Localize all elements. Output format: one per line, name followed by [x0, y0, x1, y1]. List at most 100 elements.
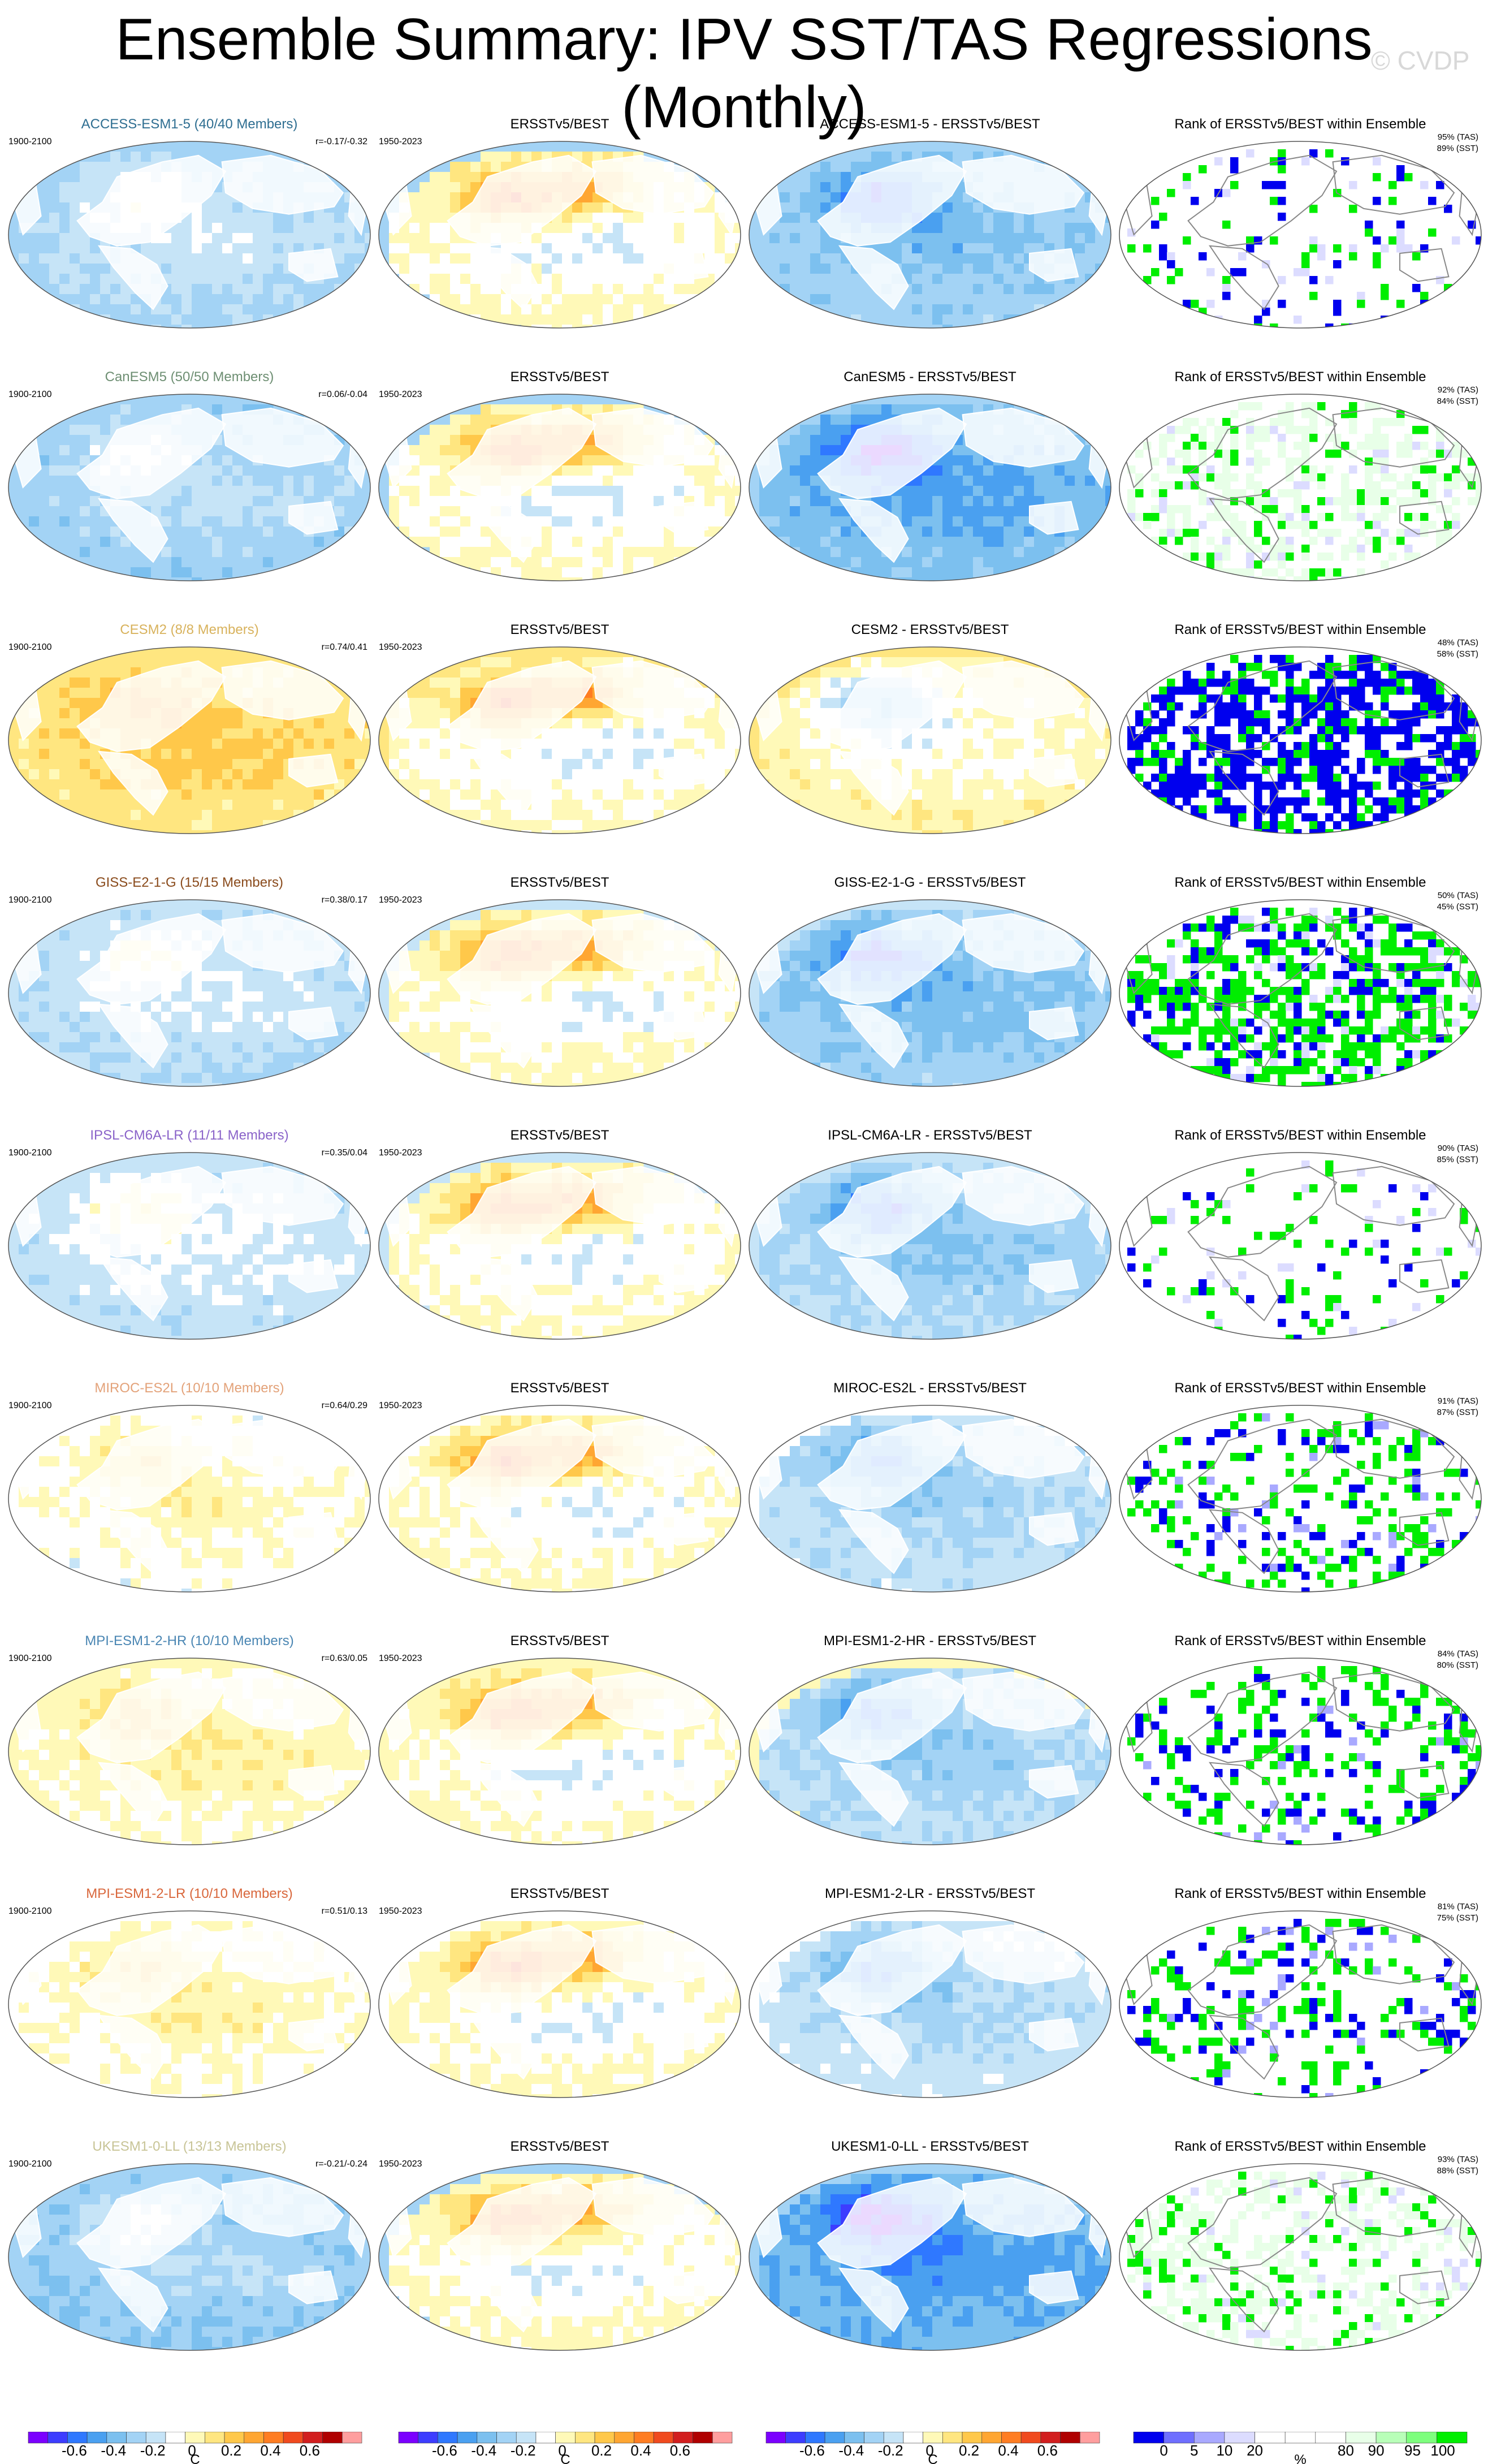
model-period: 1900-2100 [8, 895, 52, 905]
rank-title: Rank of ERSSTv5/BEST within Ensemble [1174, 1128, 1426, 1143]
model-title: IPSL-CM6A-LR (11/11 Members) [90, 1128, 288, 1143]
colorbar-swatch [418, 2432, 438, 2444]
continent-outline [447, 154, 597, 247]
obs-title: ERSSTv5/BEST [511, 875, 609, 890]
difference-title: UKESM1-0-LL - ERSSTv5/BEST [831, 2139, 1029, 2154]
rank-sst: 58% (SST) [1437, 649, 1478, 659]
pattern-correlation: r=0.38/0.17 [322, 895, 368, 905]
colorbar-swatch [322, 2432, 343, 2444]
colorbar-tick-label: 0 [925, 2442, 933, 2459]
rank-title: Rank of ERSSTv5/BEST within Ensemble [1174, 1380, 1426, 1396]
model-period: 1900-2100 [8, 1401, 52, 1410]
diff-map-cesm2 [749, 646, 1111, 834]
continent-outline [468, 2267, 539, 2333]
continent-outline [288, 1512, 339, 1546]
continent-outline [817, 154, 967, 247]
colorbar-swatch [653, 2432, 674, 2444]
model-period: 1900-2100 [8, 137, 52, 146]
colorbar-tick-label: -0.2 [878, 2442, 903, 2459]
continent-outline [447, 660, 597, 752]
rank-title: Rank of ERSSTv5/BEST within Ensemble [1174, 875, 1426, 890]
continent-outline [447, 2177, 597, 2269]
continent-outline [591, 1166, 715, 1226]
colorbar-swatch [1133, 2432, 1164, 2444]
diff-map-miroc-es2l [749, 1405, 1111, 1593]
model-period: 1900-2100 [8, 1148, 52, 1158]
colorbar-swatch [1001, 2432, 1022, 2444]
obs-title: ERSSTv5/BEST [511, 1380, 609, 1396]
colorbar-swatch [785, 2432, 806, 2444]
continent-outline [1029, 2270, 1079, 2305]
difference-title: CESM2 - ERSSTv5/BEST [851, 622, 1009, 637]
continent-outline [1029, 1764, 1079, 1799]
continent-outline [221, 407, 344, 468]
colorbar-tick-label: 0.4 [998, 2442, 1018, 2459]
obs-map-canesm5 [378, 394, 741, 581]
colorbar-swatch [1406, 2432, 1437, 2444]
continent-outline [447, 913, 597, 1005]
continent-outline [838, 1256, 909, 1322]
colorbar-swatch [673, 2432, 693, 2444]
rank-sst: 88% (SST) [1437, 2166, 1478, 2176]
difference-title: MPI-ESM1-2-LR - ERSSTv5/BEST [825, 1886, 1035, 1901]
model-map-mpi-esm1-2-hr [8, 1658, 371, 1845]
rank-tas: 50% (TAS) [1438, 891, 1478, 900]
difference-title: MIROC-ES2L - ERSSTv5/BEST [833, 1380, 1027, 1396]
obs-period: 1950-2023 [379, 390, 422, 399]
continent-outline [221, 660, 344, 720]
continent-outline [1187, 913, 1338, 1005]
continent-outline [817, 1418, 967, 1511]
colorbar-tick-label: 0.6 [670, 2442, 690, 2459]
continent-outline [221, 1166, 344, 1226]
colorbar-tick-label: 95 [1404, 2442, 1421, 2459]
continent-outline [76, 1166, 227, 1258]
continent-outline [1209, 1256, 1279, 1322]
continent-outline [591, 1418, 715, 1479]
continent-outline [838, 2014, 909, 2080]
pattern-correlation: r=-0.17/-0.32 [315, 137, 367, 146]
continent-outline [1332, 2177, 1455, 2237]
continent-outline [962, 154, 1085, 215]
continent-outline [838, 1762, 909, 1827]
continent-outline [288, 1764, 339, 1799]
rank-tas: 91% (TAS) [1438, 1396, 1478, 1406]
colorbar-swatch [28, 2432, 49, 2444]
pattern-correlation: r=0.51/0.13 [322, 1906, 368, 1916]
rank-title: Rank of ERSSTv5/BEST within Ensemble [1174, 622, 1426, 637]
continent-outline [591, 407, 715, 468]
obs-map-mpi-esm1-2-lr [378, 1910, 741, 2098]
rank-sst: 84% (SST) [1437, 396, 1478, 406]
page-title: Ensemble Summary: IPV SST/TAS Regression… [115, 7, 1373, 140]
rank-map-ukesm1-0-ll [1119, 2163, 1482, 2351]
continent-outline [468, 1003, 539, 1069]
colorbar-swatch [1079, 2432, 1100, 2444]
model-title: MIROC-ES2L (10/10 Members) [94, 1380, 284, 1396]
rank-map-access-esm1-5 [1119, 141, 1482, 329]
colorbar-swatch [575, 2432, 595, 2444]
continent-outline [221, 1418, 344, 1479]
colorbar-tick-label: 10 [1216, 2442, 1232, 2459]
continent-outline [1187, 1166, 1338, 1258]
continent-outline [1332, 913, 1455, 973]
obs-map-giss-e2-1-g [378, 899, 741, 1087]
continent-outline [98, 498, 168, 563]
rank-tas: 95% (TAS) [1438, 132, 1478, 142]
continent-outline [1332, 1418, 1455, 1479]
continent-outline [1399, 500, 1450, 535]
rank-tas: 84% (TAS) [1438, 1649, 1478, 1659]
continent-outline [1332, 1166, 1455, 1226]
model-period: 1900-2100 [8, 642, 52, 652]
continent-outline [591, 1924, 715, 1984]
model-period: 1900-2100 [8, 1654, 52, 1663]
continent-outline [1029, 1006, 1079, 1041]
rank-colorbar: 0 5 10 20 80 90 95 100% [1133, 2432, 1468, 2464]
colorbar-swatch [962, 2432, 983, 2444]
colorbar-tick-label: 0.2 [959, 2442, 979, 2459]
continent-outline [98, 1003, 168, 1069]
colorbar-swatch [923, 2432, 943, 2444]
colorbar-swatch [47, 2432, 68, 2444]
continent-outline [659, 1764, 709, 1799]
continent-outline [817, 660, 967, 752]
colorbar-units: % [1294, 2452, 1306, 2464]
continent-outline [591, 154, 715, 215]
